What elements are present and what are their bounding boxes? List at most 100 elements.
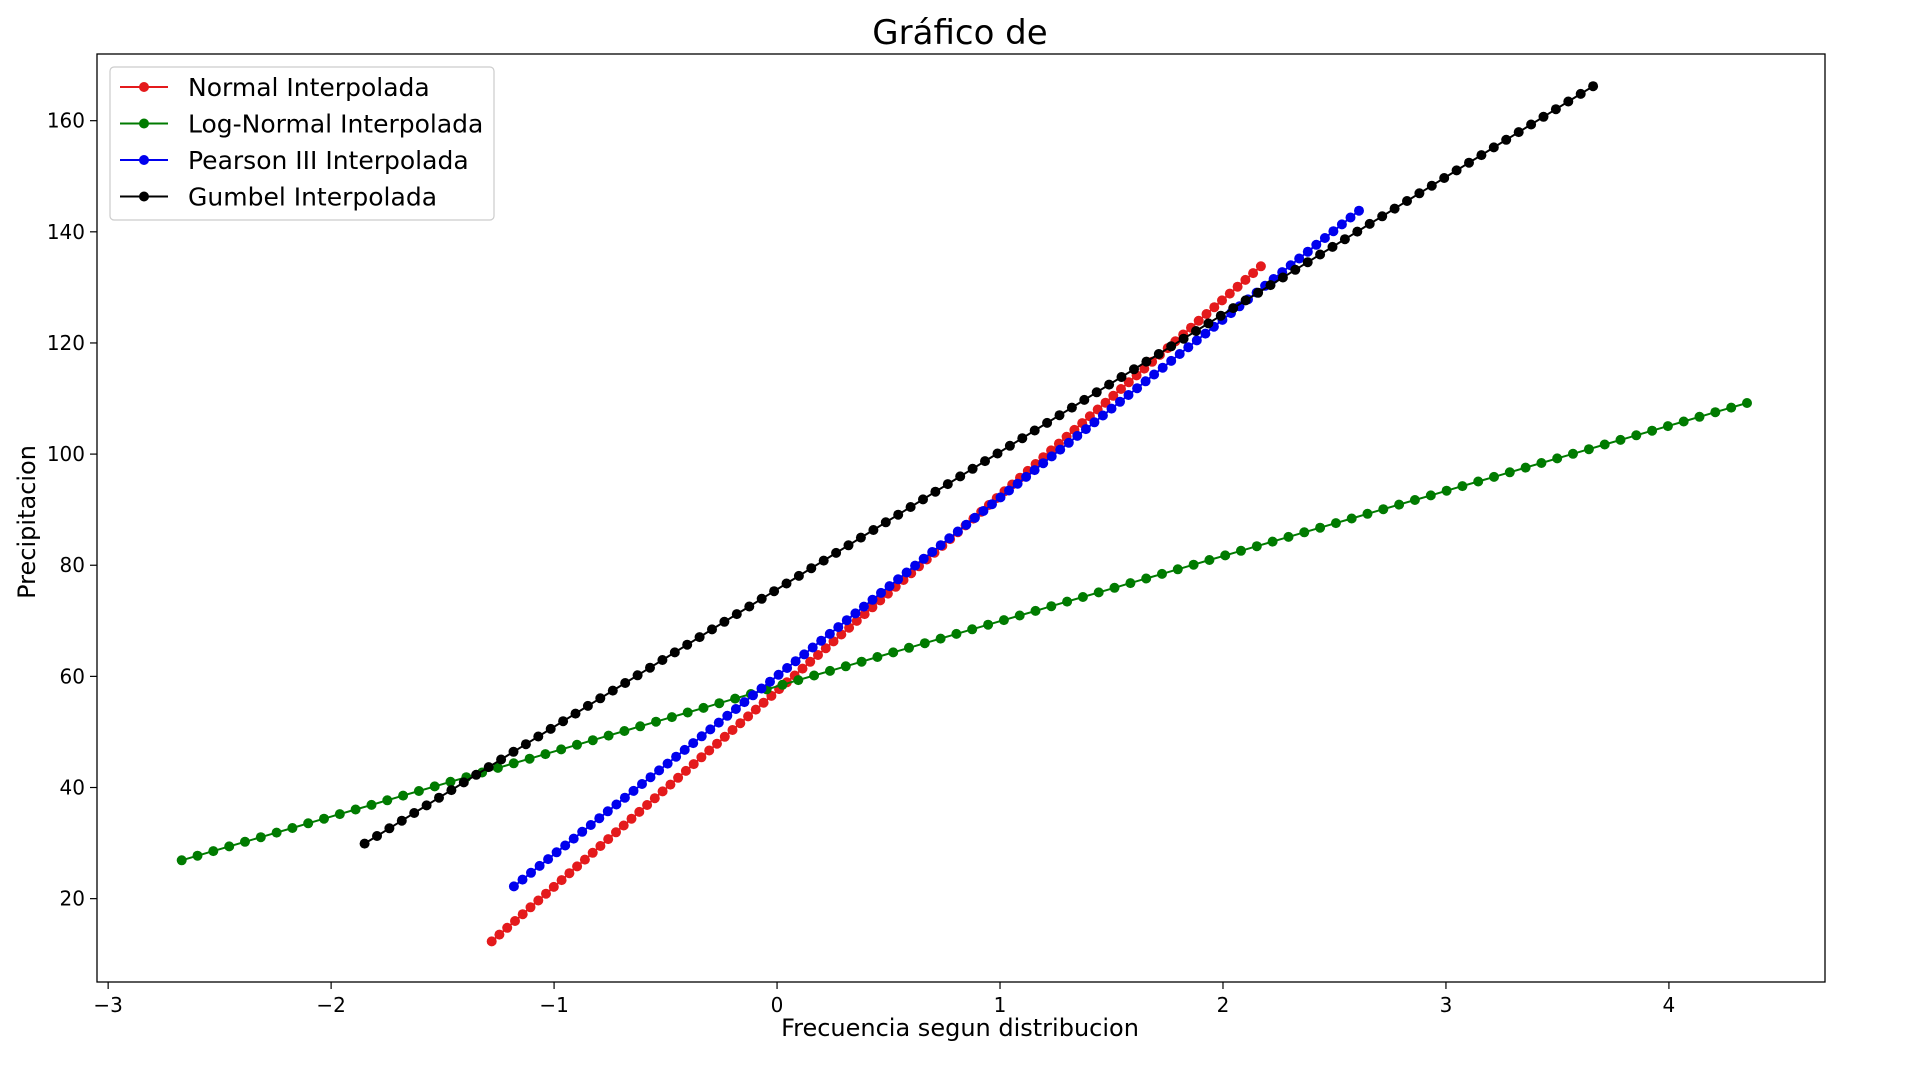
- data-point: [707, 624, 717, 635]
- data-point: [980, 456, 990, 467]
- data-point: [628, 785, 639, 796]
- data-point: [1232, 281, 1243, 292]
- data-point: [858, 601, 869, 612]
- data-point: [1299, 527, 1310, 538]
- data-point: [1568, 448, 1578, 459]
- x-tick-label: 1: [994, 993, 1007, 1017]
- data-point: [1315, 249, 1326, 260]
- series-line: [181, 402, 1748, 862]
- data-point: [1062, 596, 1073, 607]
- data-point: [705, 724, 716, 735]
- data-point: [1346, 513, 1357, 524]
- data-point: [319, 813, 329, 824]
- data-point: [1089, 417, 1100, 428]
- data-point: [1678, 416, 1689, 427]
- data-point: [1476, 150, 1487, 161]
- data-point: [688, 738, 699, 749]
- data-point: [502, 922, 513, 933]
- data-point: [1240, 274, 1251, 285]
- data-point: [1042, 417, 1053, 428]
- data-point: [809, 670, 820, 681]
- data-point: [654, 765, 665, 776]
- data-point: [526, 867, 536, 878]
- data-point: [1710, 407, 1721, 418]
- data-point: [722, 710, 733, 721]
- data-point: [1080, 424, 1091, 435]
- data-point: [540, 749, 551, 760]
- data-point: [619, 726, 630, 736]
- data-point: [828, 636, 839, 647]
- data-point: [1116, 384, 1126, 394]
- data-point: [657, 655, 668, 665]
- data-point: [620, 678, 631, 688]
- data-point: [1457, 481, 1468, 492]
- legend-marker: [139, 155, 149, 165]
- data-point: [1191, 335, 1202, 346]
- x-tick-label: 2: [1217, 993, 1230, 1017]
- data-point: [1352, 226, 1363, 237]
- data-point: [508, 746, 519, 757]
- data-point: [1394, 499, 1405, 510]
- data-point: [855, 532, 866, 543]
- data-point: [1439, 173, 1450, 183]
- data-point: [1029, 465, 1040, 476]
- data-point: [831, 547, 842, 558]
- data-point: [731, 609, 742, 620]
- data-point: [1014, 610, 1025, 621]
- series-line: [513, 209, 1360, 888]
- data-point: [850, 608, 861, 619]
- data-point: [483, 762, 494, 773]
- data-point: [564, 868, 575, 879]
- data-point: [730, 704, 741, 714]
- data-point: [577, 826, 588, 837]
- data-point: [1209, 302, 1220, 313]
- data-point: [781, 578, 792, 589]
- data-point: [1183, 342, 1194, 353]
- data-point: [1694, 411, 1705, 422]
- y-tick-label: 60: [60, 664, 85, 688]
- data-point: [208, 846, 219, 857]
- data-point: [618, 820, 629, 831]
- data-point: [445, 776, 456, 787]
- data-point: [859, 609, 870, 620]
- data-point: [350, 804, 361, 815]
- data-point: [727, 725, 738, 735]
- data-point: [735, 718, 746, 729]
- data-point: [240, 836, 250, 847]
- y-axis-label: Precipitacion: [13, 445, 41, 599]
- data-point: [773, 669, 784, 680]
- data-point: [287, 823, 298, 833]
- data-point: [1017, 433, 1028, 444]
- data-point: [619, 792, 630, 803]
- data-point: [611, 827, 621, 838]
- data-point: [1563, 96, 1574, 107]
- data-point: [967, 463, 978, 474]
- data-point: [1215, 310, 1226, 321]
- data-point: [905, 502, 916, 512]
- data-point: [595, 693, 606, 704]
- data-point: [1115, 396, 1125, 407]
- data-point: [1072, 430, 1083, 441]
- y-tick-label: 120: [47, 331, 85, 355]
- data-point: [694, 632, 705, 643]
- data-point: [642, 800, 653, 810]
- data-point: [626, 813, 637, 824]
- data-point: [1166, 355, 1177, 366]
- series-3: [359, 81, 1599, 849]
- data-point: [893, 574, 904, 585]
- data-point: [1236, 545, 1246, 556]
- legend-label: Normal Interpolada: [188, 73, 430, 102]
- data-point: [1125, 578, 1136, 589]
- data-point: [1172, 564, 1183, 575]
- data-point: [524, 753, 535, 764]
- data-point: [1726, 402, 1737, 413]
- data-point: [867, 594, 878, 605]
- legend-label: Pearson III Interpolada: [188, 146, 469, 175]
- data-point: [868, 525, 879, 535]
- data-point: [714, 698, 725, 709]
- data-point: [712, 738, 722, 749]
- data-point: [303, 818, 314, 829]
- data-point: [1174, 349, 1185, 359]
- y-tick-label: 40: [60, 776, 85, 800]
